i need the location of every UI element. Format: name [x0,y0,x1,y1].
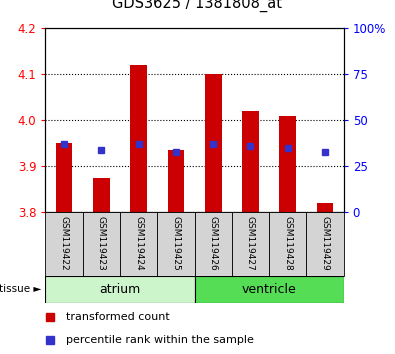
Bar [93,178,110,212]
Text: GSM119425: GSM119425 [171,216,181,270]
Bar [317,203,333,212]
Bar [120,212,157,276]
Bar [45,276,194,303]
Text: GSM119428: GSM119428 [283,216,292,270]
Text: GSM119424: GSM119424 [134,216,143,270]
Bar [205,74,222,212]
Bar [56,143,72,212]
Bar [157,212,194,276]
Text: transformed count: transformed count [66,312,169,322]
Bar [279,116,296,212]
Text: GSM119426: GSM119426 [209,216,218,270]
Text: GSM119422: GSM119422 [60,216,69,270]
Text: GSM119429: GSM119429 [320,216,329,270]
Bar [242,111,259,212]
Bar [194,212,232,276]
Bar [307,212,344,276]
Text: tissue ►: tissue ► [0,284,41,295]
Text: ventricle: ventricle [242,283,297,296]
Bar [83,212,120,276]
Bar [269,212,307,276]
Text: GSM119423: GSM119423 [97,216,106,270]
Text: GSM119427: GSM119427 [246,216,255,270]
Bar [130,65,147,212]
Bar [167,150,184,212]
Bar [194,276,344,303]
Bar [232,212,269,276]
Text: percentile rank within the sample: percentile rank within the sample [66,335,254,346]
Bar [45,212,83,276]
Text: GDS3625 / 1381808_at: GDS3625 / 1381808_at [113,0,282,12]
Text: atrium: atrium [100,283,141,296]
